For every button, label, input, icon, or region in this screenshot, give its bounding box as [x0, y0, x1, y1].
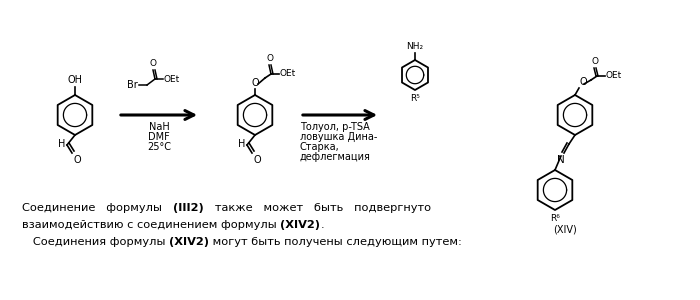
Text: DMF: DMF	[148, 132, 170, 142]
Text: O: O	[592, 57, 598, 66]
Text: .: .	[321, 220, 324, 230]
Text: R⁶: R⁶	[550, 214, 560, 223]
Text: NaH: NaH	[148, 122, 169, 132]
Text: H: H	[237, 139, 245, 149]
Text: O: O	[580, 77, 587, 87]
Text: OH: OH	[67, 75, 83, 85]
Text: ловушка Дина-: ловушка Дина-	[300, 132, 377, 142]
Text: O: O	[150, 59, 157, 68]
Text: 25°C: 25°C	[147, 142, 171, 152]
Text: (XIV2): (XIV2)	[169, 237, 209, 247]
Text: O: O	[254, 155, 262, 165]
Text: (III2): (III2)	[173, 203, 204, 213]
Text: O: O	[251, 78, 259, 88]
Text: O: O	[267, 54, 274, 63]
Text: взаимодействию с соединением формулы: взаимодействию с соединением формулы	[22, 220, 281, 230]
Text: N: N	[557, 155, 565, 165]
Text: также   может   быть   подвергнуто: также может быть подвергнуто	[204, 203, 430, 213]
Text: OEt: OEt	[164, 74, 181, 83]
Text: H: H	[57, 139, 65, 149]
Text: Соединение   формулы: Соединение формулы	[22, 203, 173, 213]
Text: OEt: OEt	[280, 70, 296, 79]
Text: могут быть получены следующим путем:: могут быть получены следующим путем:	[209, 237, 462, 247]
Text: Старка,: Старка,	[300, 142, 340, 152]
Text: (XIV2): (XIV2)	[281, 220, 321, 230]
Text: (XIV): (XIV)	[553, 225, 577, 235]
Text: Br: Br	[127, 80, 138, 90]
Text: O: O	[74, 155, 82, 165]
Text: OEt: OEt	[606, 71, 622, 80]
Text: R⁵: R⁵	[410, 94, 420, 103]
Text: дефлегмация: дефлегмация	[300, 152, 371, 162]
Text: Соединения формулы: Соединения формулы	[22, 237, 169, 247]
Text: Толуол, p-TSA: Толуол, p-TSA	[300, 122, 370, 132]
Text: NH₂: NH₂	[407, 42, 424, 51]
